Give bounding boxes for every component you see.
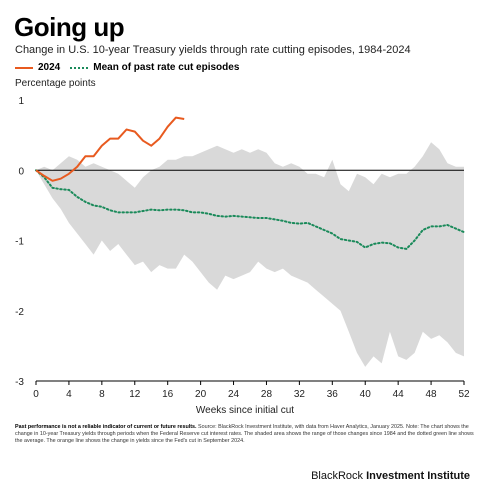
- x-tick-label: 16: [162, 389, 174, 400]
- legend-label-mean: Mean of past rate cut episodes: [93, 62, 240, 73]
- x-tick-label: 36: [327, 389, 339, 400]
- x-tick-label: 8: [99, 389, 105, 400]
- y-tick-label: -2: [15, 307, 24, 318]
- legend: 2024 Mean of past rate cut episodes: [15, 62, 249, 73]
- x-tick-label: 40: [360, 389, 372, 400]
- x-tick-label: 0: [33, 389, 39, 400]
- x-tick-label: 44: [393, 389, 405, 400]
- footnote-disclaimer: Past performance is not a reliable indic…: [15, 424, 197, 430]
- y-tick-label: 0: [18, 166, 24, 177]
- series-line-mean: [35, 169, 465, 250]
- x-tick-label: 24: [228, 389, 240, 400]
- x-tick-label: 52: [458, 389, 470, 400]
- x-tick-label: 48: [426, 389, 438, 400]
- x-tick-label: 32: [294, 389, 306, 400]
- legend-item-mean: Mean of past rate cut episodes: [70, 62, 239, 73]
- series-line-2024: [35, 116, 185, 182]
- y-tick-label: 1: [18, 96, 24, 107]
- y-axis-label: Percentage points: [15, 78, 96, 89]
- footnote-text: Source: BlackRock Investment Institute, …: [15, 424, 474, 444]
- x-tick-label: 12: [129, 389, 141, 400]
- y-tick-label: -1: [15, 237, 24, 248]
- x-axis-label: Weeks since initial cut: [196, 405, 294, 416]
- page-title: Going up: [14, 12, 125, 42]
- legend-item-2024: 2024: [15, 62, 60, 73]
- x-tick-label: 20: [195, 389, 207, 400]
- legend-swatch-mean: [70, 66, 89, 69]
- legend-label-2024: 2024: [38, 62, 61, 73]
- range-band: [36, 142, 464, 367]
- x-tick-label: 28: [261, 389, 273, 400]
- legend-swatch-2024: [15, 66, 33, 69]
- brand-name: BlackRock: [311, 470, 364, 482]
- x-tick-label: 4: [66, 389, 72, 400]
- footnote: Past performance is not a reliable indic…: [15, 424, 477, 445]
- chart-subtitle: Change in U.S. 10-year Treasury yields t…: [15, 44, 411, 56]
- brand-logo: BlackRock Investment Institute: [311, 470, 470, 482]
- brand-unit: Investment Institute: [366, 470, 470, 482]
- y-tick-label: -3: [15, 377, 24, 388]
